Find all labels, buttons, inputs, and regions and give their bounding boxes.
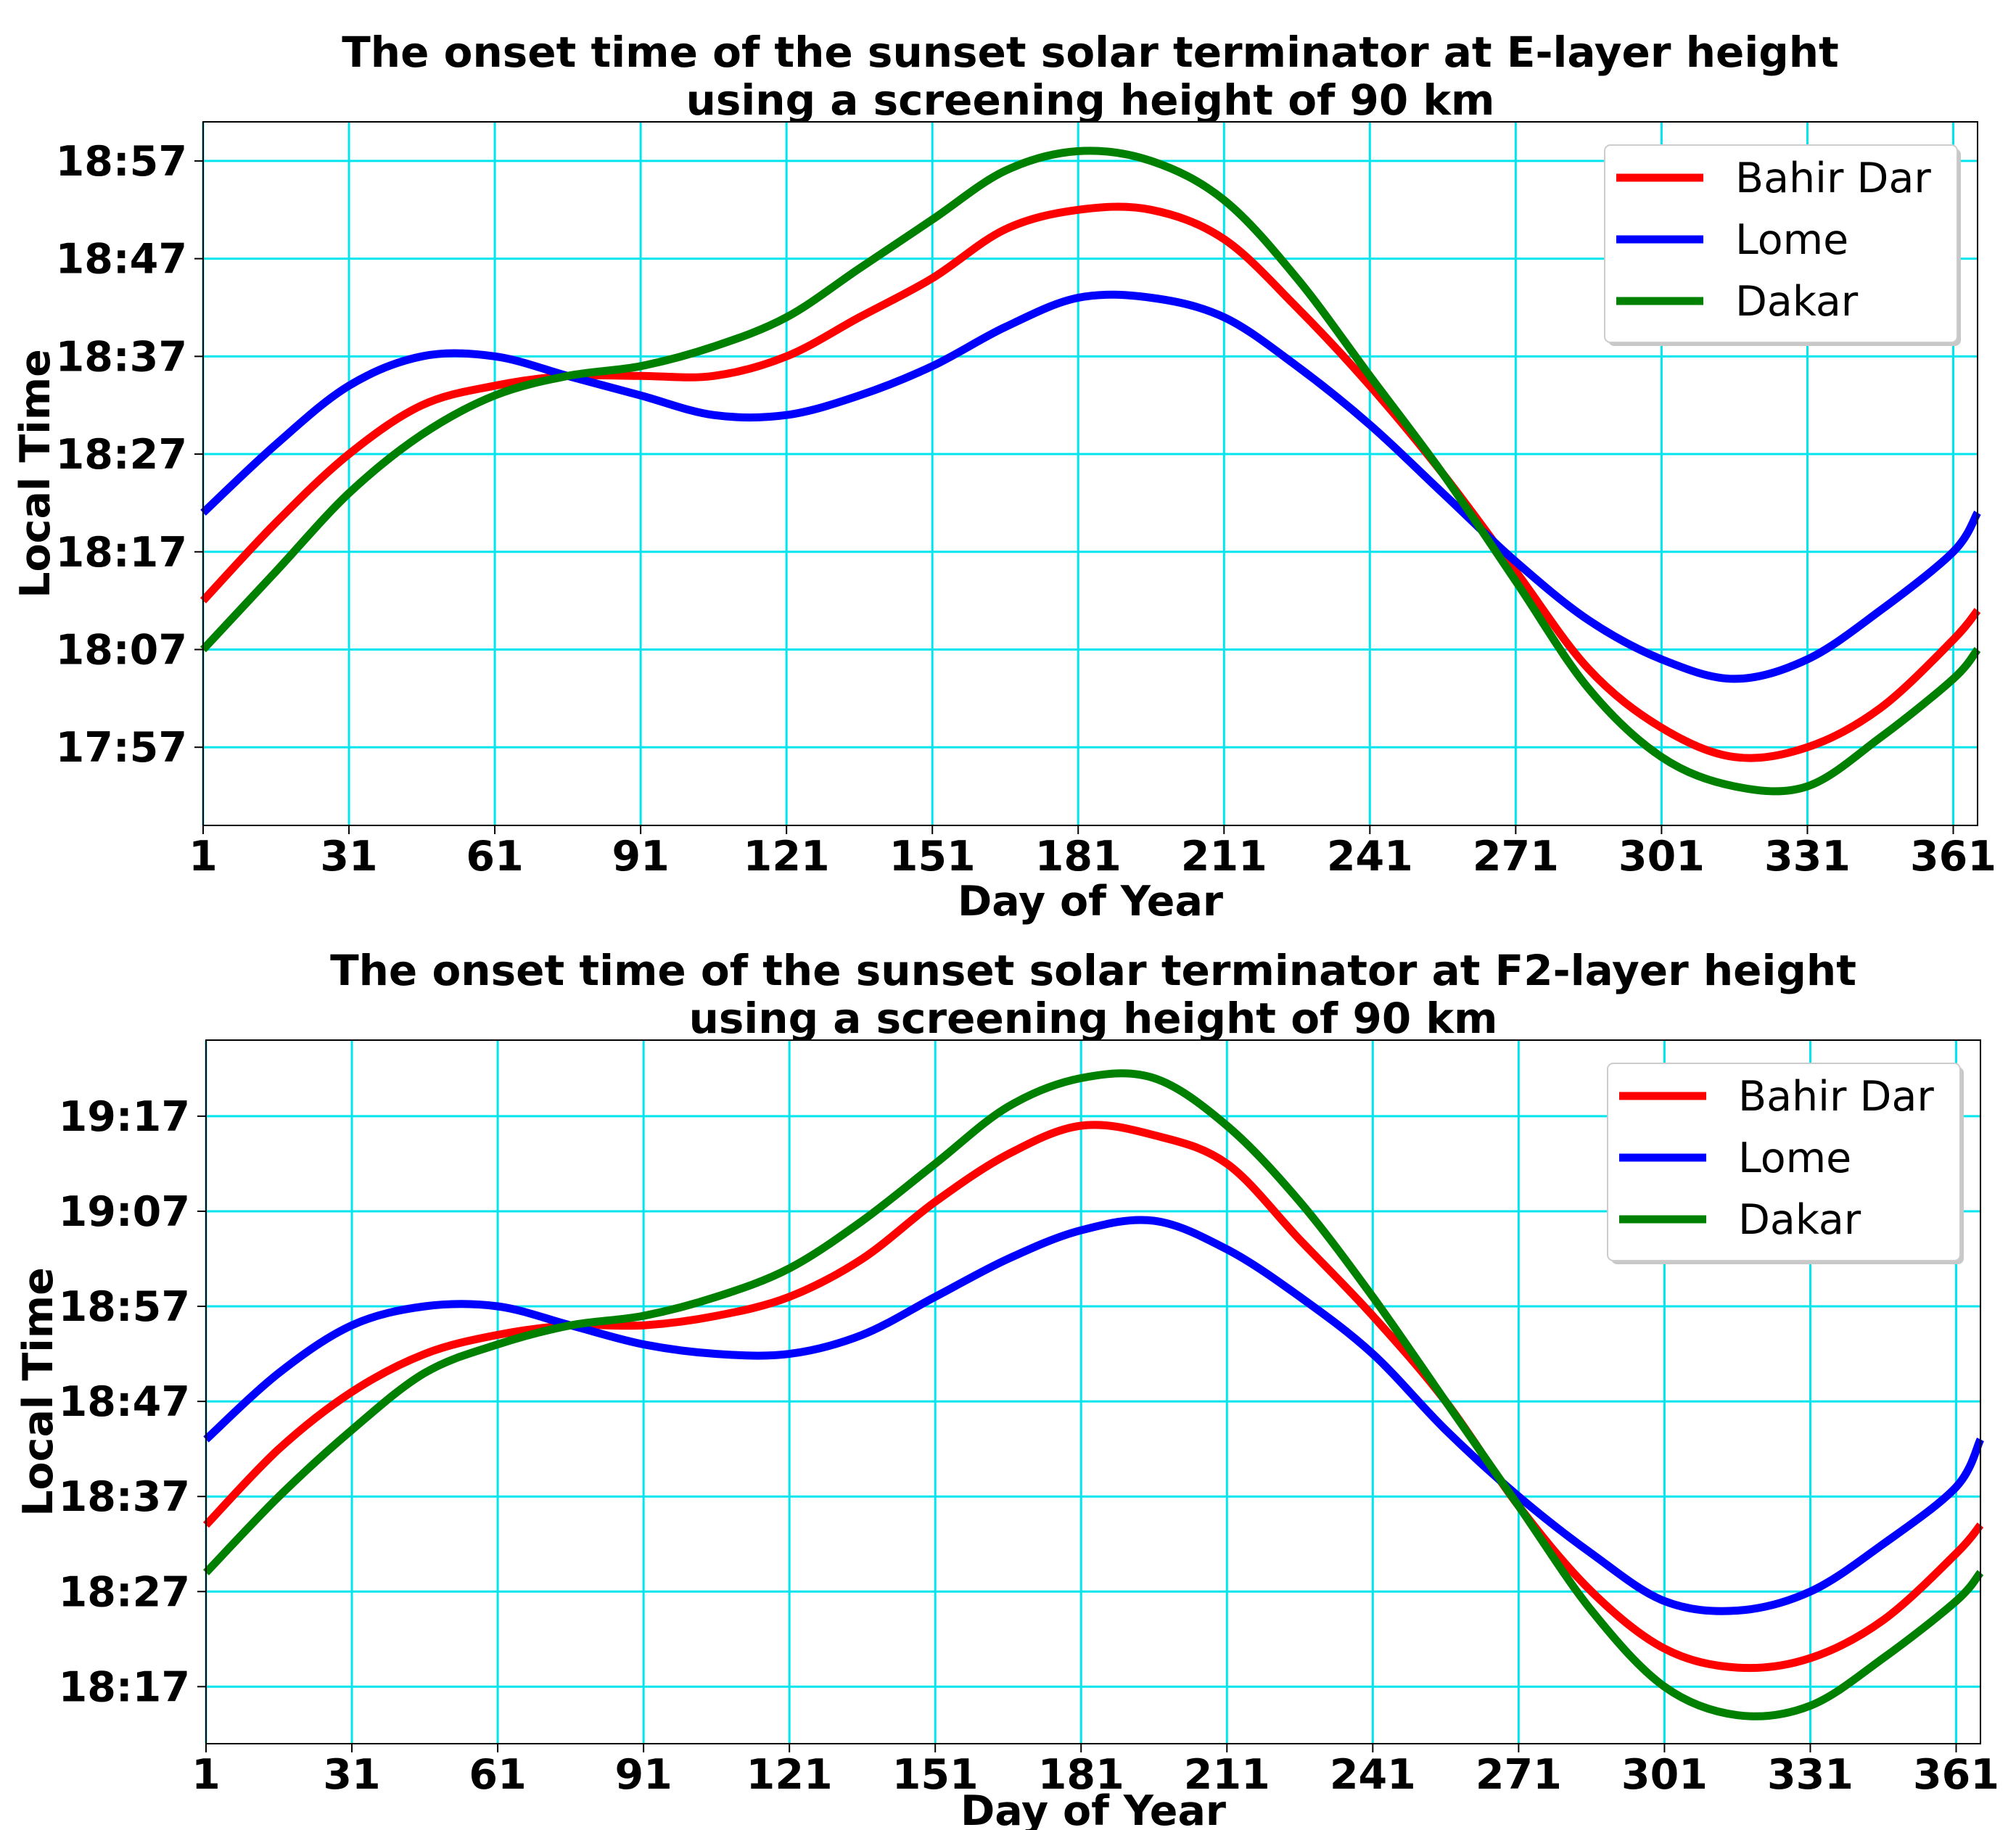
y-tick-label: 18:27: [56, 431, 187, 479]
series-line-lome: [200, 290, 1981, 683]
y-tick-label: 18:57: [56, 138, 187, 186]
chart-subtitle: using a screening height of 90 km: [689, 994, 1498, 1043]
chart-panel-2: The onset time of the sunset solar termi…: [15, 946, 1999, 1830]
legend: Bahir Dar Lome Dakar: [1604, 144, 1961, 346]
y-axis-label: Local Time: [12, 349, 59, 598]
x-tick-label: 241: [1327, 833, 1413, 881]
legend-label: Dakar: [1738, 1196, 1861, 1244]
y-tick-label: 18:17: [56, 529, 187, 577]
y-tick-label: 18:57: [59, 1283, 190, 1331]
x-axis: 1 31 61 91 121 151 181 211 241 271 301 331 361: [192, 1744, 1999, 1799]
chart-subtitle: using a screening height of 90 km: [686, 75, 1495, 125]
legend-box: [1607, 1063, 1961, 1261]
legend-label: Bahir Dar: [1735, 154, 1931, 202]
y-tick-label: 18:17: [59, 1663, 190, 1711]
x-tick-label: 301: [1618, 833, 1705, 881]
x-tick-label: 211: [1184, 1751, 1270, 1799]
x-tick-label: 181: [1035, 833, 1122, 881]
x-tick-label: 121: [744, 833, 830, 881]
x-tick-label: 361: [1910, 833, 1996, 881]
plot-frame: [202, 121, 1978, 826]
y-tick-label: 18:47: [56, 236, 187, 284]
series-lines: [203, 1069, 1985, 1720]
series-lines: [199, 147, 1981, 796]
x-tick-label: 151: [889, 833, 976, 881]
series-line-dakar: [203, 1069, 1984, 1720]
x-tick-label: 31: [323, 1751, 380, 1799]
x-tick-label: 121: [746, 1751, 833, 1799]
x-tick-label: 331: [1764, 833, 1851, 881]
y-tick-label: 18:47: [59, 1378, 190, 1426]
x-tick-label: 331: [1767, 1751, 1854, 1799]
x-tick-label: 61: [469, 1751, 526, 1799]
x-tick-label: 31: [320, 833, 377, 881]
x-axis-label: Day of Year: [958, 878, 1223, 926]
series-line-bahir-dar: [203, 1121, 1984, 1673]
x-tick-label: 361: [1913, 1751, 1999, 1799]
x-tick-label: 151: [892, 1751, 979, 1799]
x-axis: 1 31 61 91 121 151 181 211 241 271 301 331 361: [189, 825, 1996, 881]
series-line-lome: [203, 1216, 1985, 1615]
y-axis: 18:17 18:27 18:37 18:47 18:57 19:07 19:17: [59, 1093, 206, 1711]
legend-label: Lome: [1738, 1134, 1851, 1182]
y-tick-label: 18:37: [59, 1473, 190, 1521]
x-tick-label: 181: [1038, 1751, 1124, 1799]
y-tick-label: 18:07: [56, 627, 187, 675]
x-tick-label: 211: [1181, 833, 1267, 881]
series-line-bahir-dar: [199, 202, 1981, 762]
y-tick-label: 18:27: [59, 1568, 190, 1616]
legend-label: Lome: [1735, 216, 1848, 264]
y-axis: 17:57 18:07 18:17 18:27 18:37 18:47 18:57: [56, 138, 203, 772]
y-tick-label: 18:37: [56, 333, 187, 381]
x-tick-label: 301: [1621, 1751, 1708, 1799]
x-tick-label: 271: [1476, 1751, 1562, 1799]
x-tick-label: 1: [192, 1751, 221, 1799]
legend-box: [1604, 144, 1958, 343]
x-tick-label: 241: [1330, 1751, 1416, 1799]
x-tick-label: 91: [612, 833, 669, 881]
legend-label: Dakar: [1735, 278, 1859, 326]
plot-frame: [205, 1039, 1981, 1744]
chart-panel-1: The onset time of the sunset solar termi…: [12, 28, 1996, 926]
y-tick-label: 19:17: [59, 1093, 190, 1141]
y-tick-label: 19:07: [59, 1188, 190, 1236]
y-axis-label: Local Time: [15, 1267, 62, 1517]
x-tick-label: 91: [614, 1751, 672, 1799]
chart-title: The onset time of the sunset solar termi…: [342, 28, 1839, 77]
x-tick-label: 271: [1473, 833, 1559, 881]
x-tick-label: 61: [466, 833, 523, 881]
series-line-dakar: [199, 147, 1981, 796]
legend: Bahir Dar Lome Dakar: [1607, 1063, 1964, 1264]
legend-label: Bahir Dar: [1738, 1073, 1934, 1121]
y-tick-label: 17:57: [56, 724, 187, 772]
x-tick-label: 1: [189, 833, 218, 881]
x-axis-label: Day of Year: [960, 1787, 1226, 1830]
chart-title: The onset time of the sunset solar termi…: [330, 946, 1856, 995]
